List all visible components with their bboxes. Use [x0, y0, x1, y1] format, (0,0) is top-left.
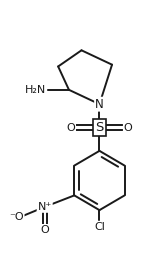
Text: S: S	[95, 121, 104, 134]
Text: Cl: Cl	[94, 222, 105, 232]
Text: O: O	[66, 123, 75, 132]
Text: S: S	[95, 121, 104, 134]
Text: ⁻O: ⁻O	[9, 212, 24, 222]
Text: O: O	[124, 123, 133, 132]
Text: N: N	[95, 98, 104, 111]
Text: H₂N: H₂N	[25, 85, 46, 95]
Text: O: O	[40, 225, 49, 235]
Text: N⁺: N⁺	[37, 202, 52, 212]
